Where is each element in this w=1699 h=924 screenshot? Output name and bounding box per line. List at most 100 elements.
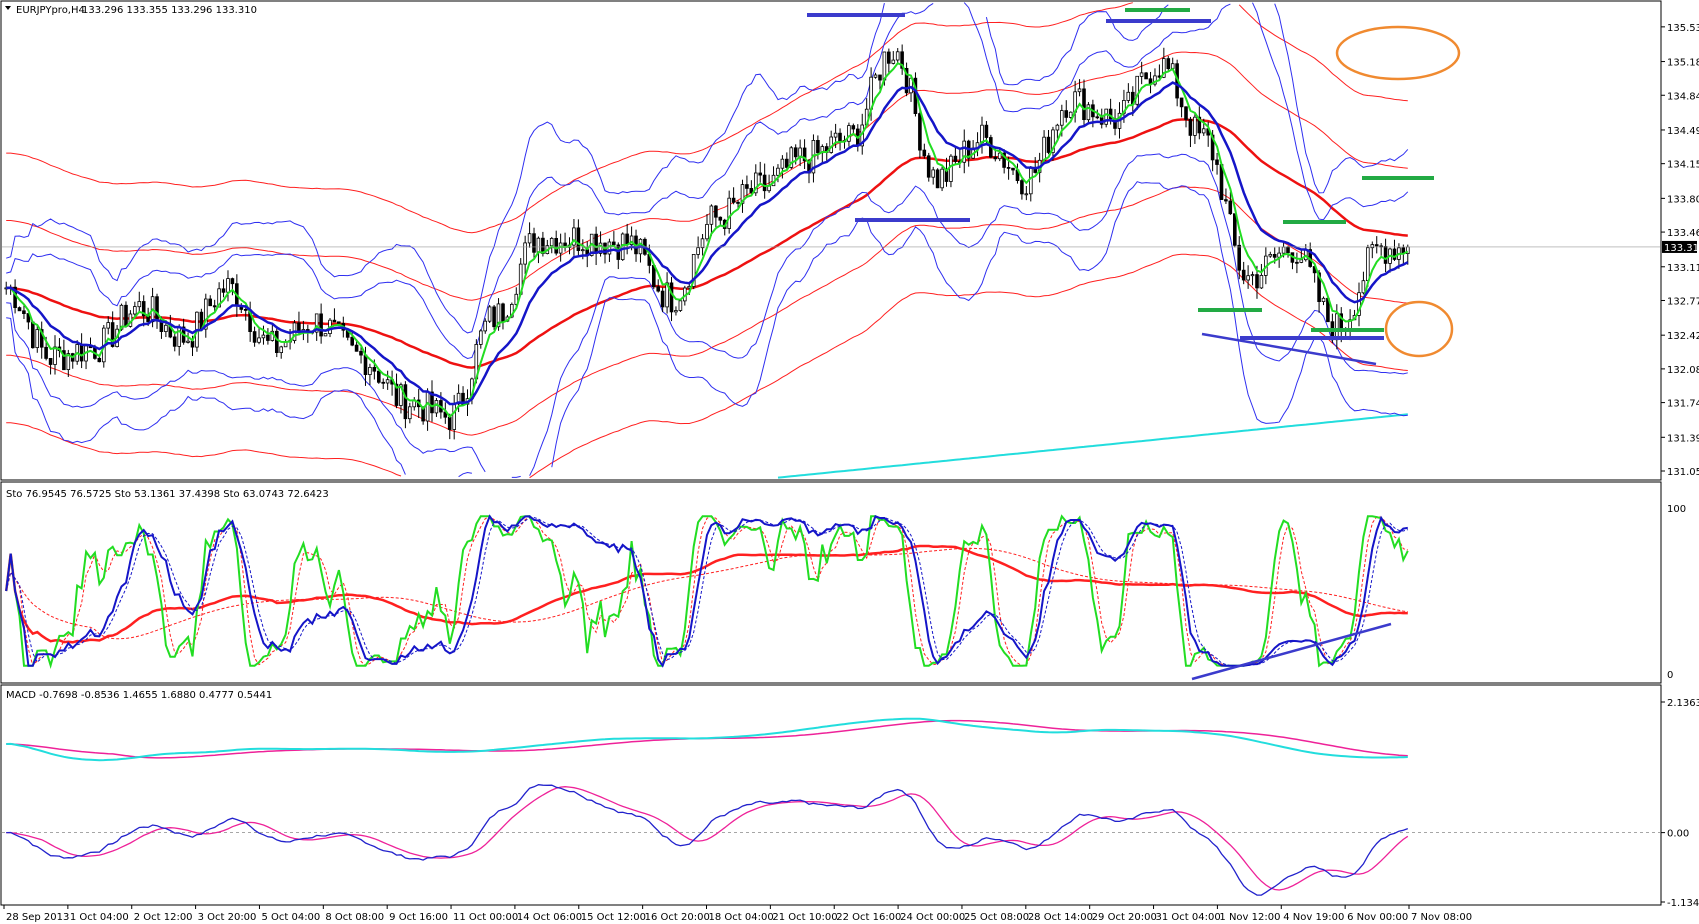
candle-body — [1060, 110, 1064, 126]
green-ema-line — [6, 62, 1409, 419]
candle-body — [110, 322, 115, 347]
candle-body — [523, 242, 527, 265]
candle-body — [1055, 124, 1060, 131]
candle-body — [940, 168, 944, 189]
candle-body — [425, 391, 430, 422]
time-tick-label: 2 Oct 12:00 — [134, 912, 193, 923]
candle-body — [1064, 110, 1069, 118]
candle-body — [252, 331, 257, 343]
time-tick-label: 29 Oct 20:00 — [1092, 912, 1157, 923]
candle-body — [421, 406, 425, 422]
candle-body — [1210, 134, 1215, 161]
candle-body — [1179, 97, 1184, 108]
candle-body — [980, 124, 984, 144]
candle-body — [962, 140, 966, 163]
trend-line — [1201, 332, 1377, 366]
price-layer — [2, 2, 1660, 479]
candle-body — [137, 301, 142, 308]
candle-body — [674, 310, 678, 313]
candle-body — [226, 278, 230, 293]
candle-body — [1020, 180, 1024, 195]
candle-body — [922, 149, 927, 157]
candle-body — [1029, 167, 1033, 195]
candle-body — [1295, 261, 1299, 264]
candle-body — [44, 346, 48, 359]
macd-signal-line — [6, 786, 1409, 891]
candle-body — [669, 282, 674, 313]
candle-body — [17, 307, 22, 312]
candle-body — [1184, 106, 1188, 120]
macd-tick-label: 2.1363 — [1667, 698, 1699, 709]
candle-body — [39, 329, 44, 348]
candle-body — [403, 384, 408, 420]
candle-body — [629, 235, 634, 246]
candle-body — [190, 340, 195, 348]
candle-body — [22, 310, 26, 314]
candle-body — [997, 152, 1002, 160]
candle-body — [274, 330, 279, 353]
candle-body — [452, 403, 456, 430]
time-tick-label: 4 Nov 19:00 — [1283, 912, 1344, 923]
candle-body — [802, 147, 807, 162]
candle-body — [838, 132, 842, 142]
axis-layer: 135.530 135.180 134.840 134.490 134.150 133.8… — [3, 23, 1699, 923]
candle-body — [660, 290, 665, 308]
time-tick-label: 24 Oct 00:00 — [900, 912, 965, 923]
candle-body — [30, 321, 35, 349]
candle-body — [847, 125, 851, 142]
macd-main-line — [6, 784, 1409, 896]
candle-body — [1237, 244, 1242, 271]
candle-body — [434, 400, 439, 414]
stoch-slow-main — [4, 544, 1408, 644]
candle-body — [501, 303, 505, 322]
candle-body — [1086, 104, 1091, 121]
macd-tick-label: -1.1348 — [1667, 898, 1699, 909]
candle-body — [53, 346, 57, 365]
candle-body — [430, 391, 434, 414]
price-tick-label: 131.390 — [1667, 433, 1699, 444]
candle-body — [1011, 167, 1015, 171]
candle-body — [106, 322, 111, 329]
macd-tick-label: 0.00 — [1667, 829, 1689, 840]
candle-body — [1068, 111, 1073, 118]
candle-body — [718, 216, 723, 221]
stoch-mid-signal — [5, 516, 1408, 667]
candle-body — [1215, 159, 1219, 165]
candle-body — [319, 313, 323, 337]
candle-body — [266, 334, 270, 341]
candle-body — [549, 237, 554, 246]
stochastic-panel — [0, 481, 1662, 684]
time-tick-label: 6 Nov 00:00 — [1347, 912, 1408, 923]
candle-body — [1268, 253, 1273, 257]
candle-body — [203, 298, 208, 330]
candle-body — [257, 337, 261, 343]
candle-body — [217, 288, 221, 308]
bollinger-outer-line — [6, 181, 1408, 478]
price-tick-label: 135.180 — [1667, 58, 1699, 69]
time-tick-label: 7 Nov 08:00 — [1411, 912, 1472, 923]
candle-body — [314, 313, 319, 333]
candle-body — [833, 132, 838, 138]
candle-body — [736, 201, 740, 204]
stoch-mid-main — [5, 514, 1408, 668]
candle-body — [1126, 91, 1131, 101]
time-tick-label: 31 Oct 04:00 — [1156, 912, 1221, 923]
candle-body — [359, 350, 363, 356]
candle-body — [1006, 166, 1011, 169]
price-tick-label: 132.770 — [1667, 296, 1699, 307]
candle-body — [483, 320, 487, 332]
candle-body — [97, 357, 102, 363]
time-tick-label: 3 Oct 20:00 — [198, 912, 257, 923]
candle-body — [532, 233, 536, 253]
candle-body — [1224, 199, 1228, 202]
candle-body — [714, 205, 718, 218]
window-menu-triangle-icon[interactable] — [5, 6, 11, 10]
candle-body — [447, 416, 452, 430]
candle-body — [581, 249, 585, 252]
cyan-ma-line — [777, 413, 1408, 479]
candle-body — [1046, 136, 1051, 153]
candle-body — [132, 306, 137, 315]
price-tick-label: 134.490 — [1667, 126, 1699, 137]
candle-body — [394, 383, 399, 406]
time-tick-label: 8 Oct 08:00 — [325, 912, 384, 923]
